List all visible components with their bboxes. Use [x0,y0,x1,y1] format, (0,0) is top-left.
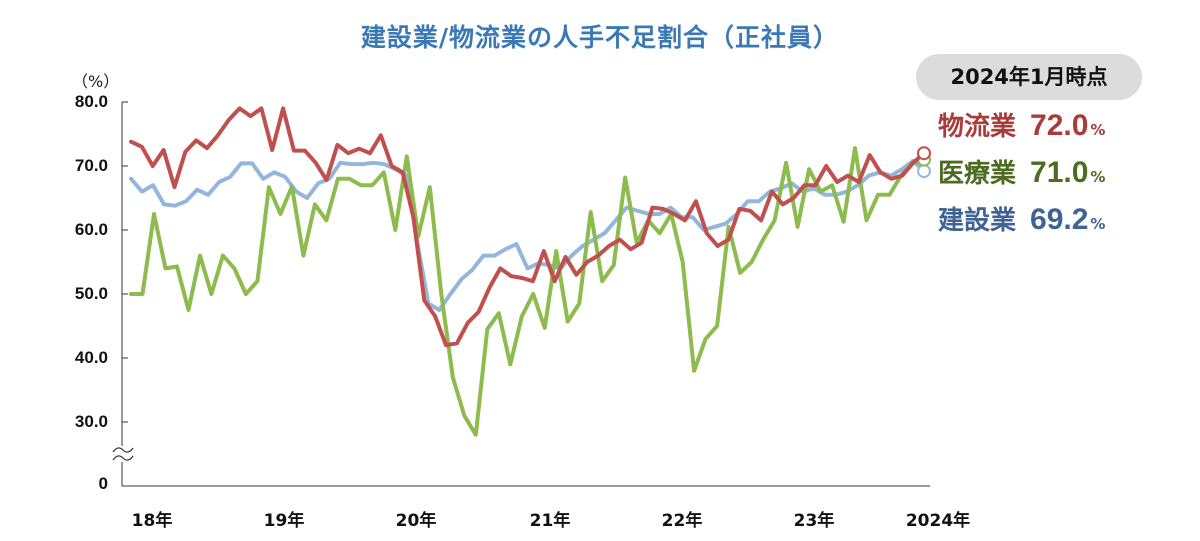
y-tick-label: 80.0 [74,92,108,111]
series-endpoint-marker [917,164,931,179]
x-tick-label: 2024年 [905,511,971,531]
y-tick-label: 30.0 [74,412,108,431]
series-line-logistics [129,106,926,348]
y-tick-label: 0 [98,474,108,493]
x-tick-label: 19年 [263,511,305,531]
legend-item-construction: 建設業 69.2% [938,200,1105,240]
legend-item-logistics: 物流業 72.0% [938,106,1105,146]
legend-label: 建設業 [938,206,1017,236]
legend-header: 2024年1月時点 [916,54,1142,100]
series-endpoint-marker [917,146,931,161]
x-tick-label: 18年 [131,511,173,531]
legend-unit: % [1090,121,1106,139]
legend-value: 69.2 [1030,203,1089,236]
x-tick-label: 20年 [395,511,437,531]
legend-value: 72.0 [1030,109,1089,142]
x-tick-label: 23年 [793,511,835,531]
legend-unit: % [1090,215,1106,233]
chart-title: 建設業/物流業の人手不足割合（正社員） [360,23,840,52]
y-tick-label: 60.0 [74,220,108,239]
legend-unit: % [1090,168,1106,186]
legend-label: 物流業 [938,112,1017,142]
y-tick-label: 50.0 [74,284,108,303]
x-tick-label: 22年 [661,511,703,531]
legend-item-medical: 医療業 71.0% [938,153,1105,193]
legend-label: 医療業 [938,159,1017,189]
y-tick-label: 70.0 [74,156,108,175]
series-line-medical [129,146,926,437]
x-tick-label: 21年 [529,511,571,531]
y-tick-label: 40.0 [74,348,108,367]
legend-value: 71.0 [1030,156,1089,189]
y-axis-unit-label: （%） [72,72,120,91]
axis-break-icon [112,447,134,461]
